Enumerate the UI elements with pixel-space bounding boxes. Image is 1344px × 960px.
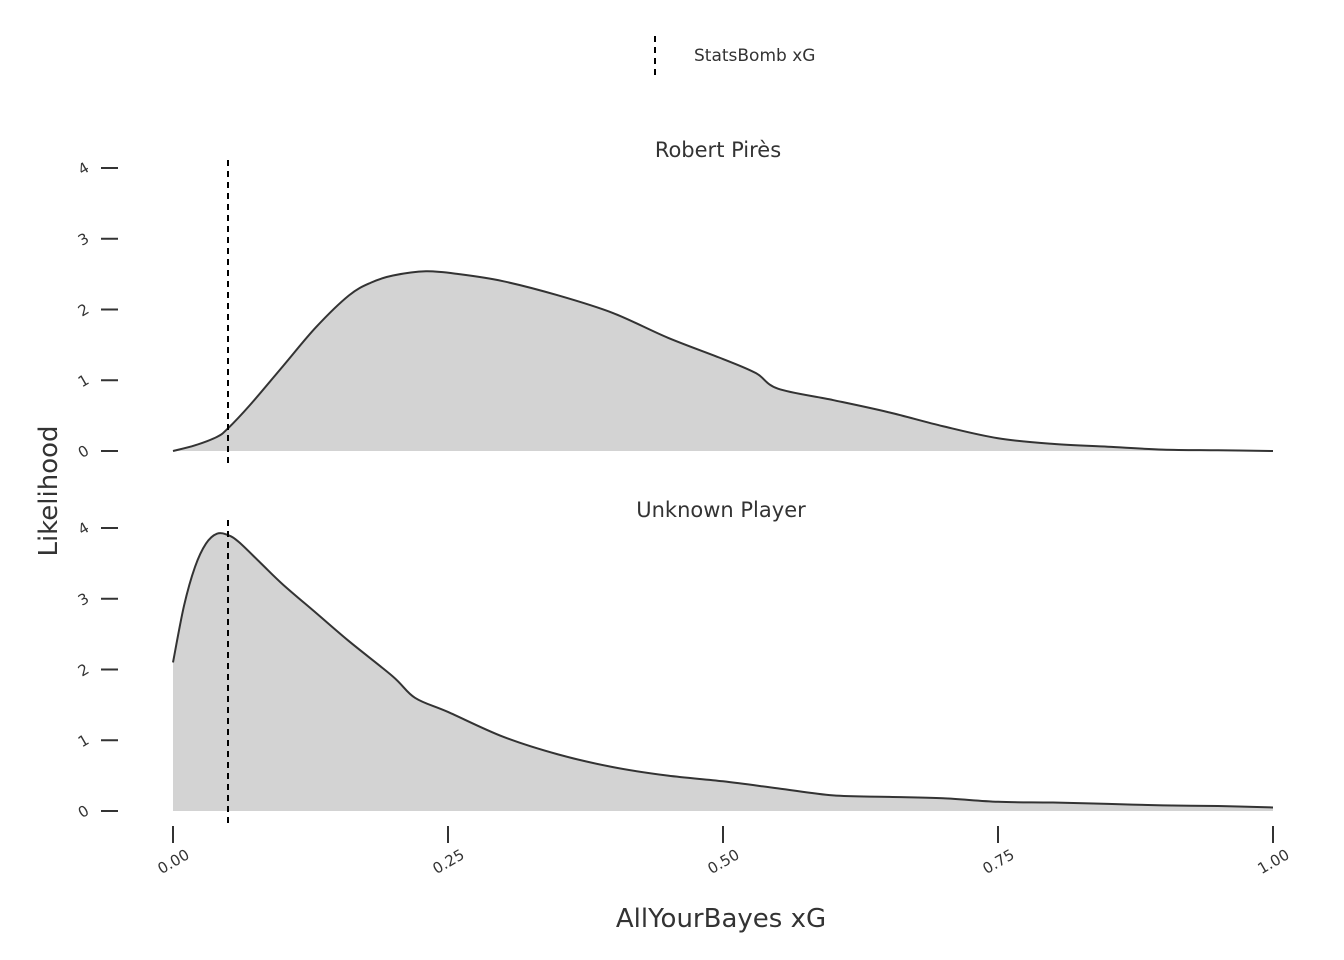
- y-tick-label-1: 1: [75, 371, 92, 391]
- y-tick-label-0: 0: [75, 801, 92, 821]
- x-axis: 0.00 0.25 0.50 0.75 1.00: [155, 826, 1293, 878]
- x-tick-label-0.00: 0.00: [155, 846, 193, 878]
- x-tick-label-0.75: 0.75: [980, 846, 1018, 878]
- panel-title-robert-pires: Robert Pirès: [655, 138, 781, 162]
- density-area-unknown-player: [173, 533, 1273, 811]
- density-line-robert-pires: [172, 270, 1274, 452]
- panel-robert-pires: Robert Pirès 0 1 2 3 4: [75, 138, 1274, 466]
- y-tick-label-4: 4: [75, 158, 92, 178]
- y-axis-unknown-player: 0 1 2 3 4: [75, 518, 118, 822]
- y-tick-label-3: 3: [75, 589, 92, 609]
- y-tick-label-0: 0: [75, 441, 92, 461]
- panel-unknown-player: Unknown Player 0 1 2 3 4: [75, 498, 1274, 826]
- y-axis-robert-pires: 0 1 2 3 4: [75, 158, 118, 462]
- x-tick-label-1.00: 1.00: [1255, 846, 1293, 878]
- y-tick-label-2: 2: [75, 300, 92, 320]
- legend-label-statsbomb-xg: StatsBomb xG: [694, 46, 815, 66]
- y-tick-label-1: 1: [75, 731, 92, 751]
- y-tick-label-2: 2: [75, 660, 92, 680]
- y-tick-label-4: 4: [75, 518, 92, 538]
- legend: StatsBomb xG: [654, 36, 815, 76]
- x-tick-label-0.25: 0.25: [430, 846, 468, 878]
- y-axis-title: Likelihood: [34, 425, 64, 556]
- y-tick-label-3: 3: [75, 229, 92, 249]
- x-axis-title: AllYourBayes xG: [616, 904, 826, 934]
- panel-title-unknown-player: Unknown Player: [636, 498, 806, 522]
- density-area-robert-pires: [173, 271, 1273, 451]
- x-tick-label-0.50: 0.50: [705, 846, 743, 878]
- density-line-unknown-player: [172, 532, 1274, 809]
